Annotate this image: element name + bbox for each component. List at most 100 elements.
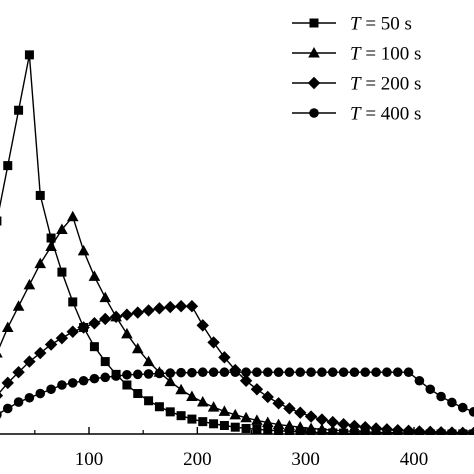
data-point (196, 396, 209, 407)
legend-label: T = 50 s (350, 14, 412, 35)
data-point (326, 415, 339, 429)
data-point (46, 233, 56, 243)
data-point (176, 411, 186, 421)
data-point (315, 413, 329, 426)
data-point (111, 371, 121, 381)
data-point (317, 367, 327, 378)
data-point (391, 423, 404, 435)
legend-label: T = 200 s (350, 74, 421, 95)
data-point (23, 355, 36, 368)
data-point (219, 367, 230, 378)
data-point (0, 392, 4, 399)
series-triangle (0, 210, 474, 435)
data-point (2, 403, 13, 414)
data-point (436, 391, 446, 402)
x-axis: 100 200 300 400 (0, 427, 474, 470)
data-point (371, 367, 381, 378)
data-point (34, 346, 47, 360)
data-point (295, 367, 306, 378)
series-diamond (0, 300, 474, 435)
data-point (66, 325, 79, 338)
data-point (434, 426, 448, 435)
data-point (263, 425, 273, 435)
data-point (143, 369, 154, 379)
data-point (35, 388, 46, 399)
data-point (88, 270, 101, 281)
data-point (414, 375, 425, 386)
data-point (456, 426, 469, 435)
data-point (468, 407, 474, 417)
data-point (262, 367, 273, 378)
data-point (283, 419, 296, 431)
data-point (12, 366, 25, 379)
data-point (272, 397, 285, 410)
plot-area (0, 50, 474, 435)
data-point (0, 411, 2, 419)
data-point (132, 369, 143, 380)
data-point (175, 383, 187, 395)
data-point (218, 405, 231, 416)
legend-marker (309, 108, 319, 118)
data-point (122, 369, 132, 380)
data-point (13, 397, 24, 407)
data-point (337, 418, 350, 431)
data-point (174, 300, 188, 313)
data-point (185, 300, 199, 313)
data-point (12, 300, 25, 311)
data-point (56, 223, 68, 235)
data-point (67, 378, 78, 388)
data-point (240, 411, 252, 423)
data-point (348, 419, 361, 433)
data-point (327, 367, 338, 378)
data-point (338, 367, 349, 378)
data-point (219, 420, 229, 430)
data-point (142, 304, 155, 317)
data-point (57, 380, 67, 390)
data-point (153, 302, 166, 315)
data-point (403, 367, 414, 378)
data-point (294, 421, 307, 432)
data-point (1, 376, 14, 390)
data-point (305, 422, 317, 433)
data-point (78, 375, 89, 386)
data-point (45, 240, 57, 252)
data-point (131, 342, 144, 354)
data-point (241, 423, 251, 433)
series-line (0, 215, 474, 435)
data-point (164, 375, 177, 387)
data-point (261, 416, 274, 427)
data-point (99, 291, 112, 303)
data-point (154, 402, 164, 412)
data-point (57, 267, 67, 277)
data-point (0, 352, 3, 358)
data-point (467, 426, 474, 435)
data-point (34, 257, 47, 269)
data-point (424, 425, 437, 435)
data-point (209, 419, 219, 429)
data-point (77, 244, 90, 256)
legend-entry: T = 400 s (292, 104, 421, 125)
series-circle (0, 367, 474, 419)
data-point (154, 368, 165, 379)
data-point (164, 300, 177, 314)
data-point (100, 357, 110, 367)
data-point (284, 367, 295, 378)
data-point (133, 389, 143, 399)
data-point (413, 425, 426, 435)
data-point (187, 367, 197, 378)
data-point (109, 310, 123, 324)
data-point (1, 321, 14, 332)
x-tick-label: 200 (183, 449, 212, 470)
data-point (176, 367, 186, 378)
data-point (392, 367, 403, 378)
data-point (273, 367, 284, 378)
data-point (250, 383, 264, 396)
data-point (306, 367, 316, 378)
data-point (131, 306, 144, 319)
data-point (402, 424, 415, 435)
data-point (14, 105, 24, 115)
data-point (55, 331, 69, 345)
data-point (89, 342, 99, 352)
data-point (165, 407, 175, 417)
